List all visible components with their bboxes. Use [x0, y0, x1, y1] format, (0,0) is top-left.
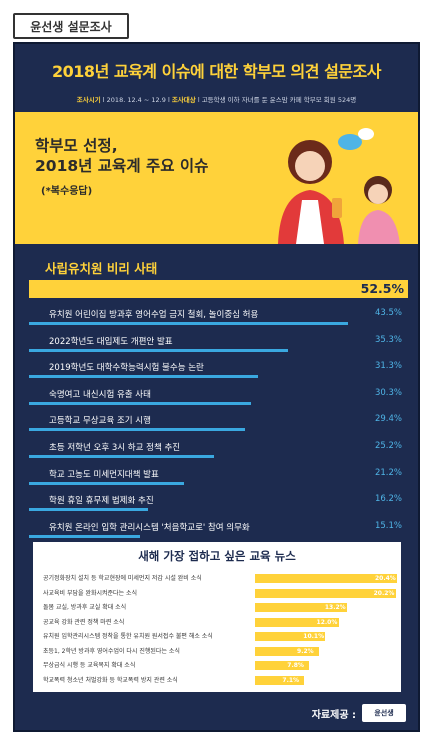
bar	[29, 401, 252, 405]
yoonsun-logo: 윤선생	[362, 704, 406, 722]
hero-title: 학부모 선정, 2018년 교육계 주요 이슈	[35, 136, 208, 176]
list-item: 2019학년도 대학수학능력시험 불수능 논란 31.3%	[29, 357, 408, 387]
category-label: 초등 저학년 오후 3시 하교 정책 추진	[49, 443, 181, 453]
page-title: 2018년 교육계 이슈에 대한 학부모 의견 설문조사	[52, 62, 381, 81]
bar	[29, 375, 259, 379]
category-label: 공기정화장치 설치 등 학교현장에 미세먼지 저감 시설 완비 소식	[43, 575, 202, 582]
hero-subtitle: (*복수응답)	[41, 186, 93, 197]
data-label: 16.2%	[374, 494, 402, 505]
data-label: 13.2%	[324, 604, 346, 611]
data-label: 35.3%	[374, 334, 402, 345]
category-label: 유치원 입학관리시스템 정착을 통한 유치원 원서접수 불편 해소 소식	[43, 633, 213, 640]
data-label: 30.3%	[374, 387, 402, 398]
data-label: 12.0%	[316, 618, 338, 626]
survey-tag: 윤선생 설문조사	[13, 13, 129, 39]
bar	[29, 455, 214, 458]
bar	[255, 661, 310, 670]
data-label: 10.1%	[303, 633, 325, 640]
target-label: 조사대상	[171, 96, 196, 104]
list-item: 유치원 어린이집 방과후 영어수업 금지 철회, 놀이중심 허용 43.5%	[29, 304, 408, 334]
list-item: 무상급식 시행 등 교육복지 확대 소식 7.8%	[33, 659, 401, 672]
data-label: 21.2%	[374, 467, 402, 478]
list-item: 사교육비 부담을 완화시켜준다는 소식 20.2%	[33, 587, 401, 600]
bar	[255, 646, 320, 656]
category-label: 공교육 강화 관련 정책 마련 소식	[43, 618, 125, 626]
period-value: 2018. 12.4 ~ 12.9	[106, 96, 166, 104]
bar	[29, 280, 408, 298]
hero-title-line2: 2018년 교육계 주요 이슈	[35, 157, 209, 175]
data-label: 7.1%	[282, 676, 300, 684]
list-item: 학교폭력 청소년 처벌강화 등 학교폭력 방지 관련 소식 7.1%	[33, 674, 401, 687]
bar	[29, 508, 148, 512]
list-item: 공교육 강화 관련 정책 마련 소식 12.0%	[33, 616, 401, 629]
category-label: 학교폭력 청소년 처벌강화 등 학교폭력 방지 관련 소식	[43, 676, 178, 684]
list-item: 돌봄 교실, 방과후 교실 확대 소식 13.2%	[33, 601, 401, 614]
top-issue: 사립유치원 비리 사태 52.5%	[29, 258, 408, 298]
infographic-panel: 2018년 교육계 이슈에 대한 학부모 의견 설문조사 조사시기 l 2018…	[13, 42, 420, 732]
data-label: 9.2%	[297, 647, 314, 655]
source-label: 자료제공 :	[311, 709, 356, 721]
list-item: 학교 고농도 미세먼지대책 발표 21.2%	[29, 464, 408, 494]
logo-text: 윤선생	[374, 709, 394, 717]
data-label: 20.2%	[373, 589, 395, 597]
bar	[29, 348, 288, 352]
bar	[29, 322, 348, 325]
category-label: 무상급식 시행 등 교육복지 확대 소식	[43, 662, 136, 669]
hero-title-line1: 학부모 선정,	[35, 137, 118, 155]
mother-child-illustration	[278, 128, 400, 244]
bar	[255, 617, 339, 627]
data-label: 52.5%	[360, 281, 404, 296]
bar	[29, 428, 245, 432]
footer: 자료제공 : 윤선생	[312, 704, 406, 722]
bar	[255, 588, 396, 598]
data-label: 25.2%	[374, 441, 402, 451]
category-label: 초등1, 2학년 방과후 영어수업이 다시 진행된다는 소식	[43, 647, 180, 655]
list-item: 고등학교 무상교육 조기 시행 29.4%	[29, 410, 408, 440]
category-label: 학교 고농도 미세먼지대책 발표	[49, 469, 159, 480]
data-label: 31.3%	[374, 361, 402, 372]
data-label: 15.1%	[374, 520, 402, 531]
bar	[29, 481, 185, 485]
bar	[255, 675, 305, 685]
category-label: 숙명여고 내신시험 유출 사태	[49, 389, 151, 400]
data-label: 29.4%	[374, 414, 402, 425]
bar	[255, 574, 397, 583]
target-value: 고등학생 이하 자녀를 둔 윤스맘 카페 학부모 회원 524명	[201, 96, 357, 104]
list-item: 유치원 입학관리시스템 정착을 통한 유치원 원서접수 불편 해소 소식 10.1…	[33, 630, 401, 643]
list-item: 초등 저학년 오후 3시 하교 정책 추진 25.2%	[29, 437, 408, 467]
list-item: 학원 휴일 휴무제 법제화 추진 16.2%	[29, 490, 408, 520]
bar	[255, 632, 326, 641]
list-item: 숙명여고 내신시험 유출 사태 30.3%	[29, 384, 408, 414]
news-title: 새해 가장 접하고 싶은 교육 뉴스	[138, 549, 296, 563]
list-item: 초등1, 2학년 방과후 영어수업이 다시 진행된다는 소식 9.2%	[33, 645, 401, 658]
category-label: 2019학년도 대학수학능력시험 불수능 논란	[49, 363, 204, 374]
hero-banner: 학부모 선정, 2018년 교육계 주요 이슈 (*복수응답)	[15, 112, 418, 244]
bar	[29, 534, 140, 538]
category-label: 유치원 어린이집 방과후 영어수업 금지 철회, 놀이중심 허용	[49, 310, 259, 320]
category-label: 유치원 온라인 입학 관리시스템 '처음학교로' 참여 의무화	[49, 522, 250, 533]
data-label: 20.4%	[375, 575, 396, 582]
list-item: 유치원 온라인 입학 관리시스템 '처음학교로' 참여 의무화 15.1%	[29, 517, 408, 547]
news-section: 새해 가장 접하고 싶은 교육 뉴스 공기정화장치 설치 등 학교현장에 미세먼…	[33, 542, 401, 692]
survey-meta: 조사시기 l 2018. 12.4 ~ 12.9 l 조사대상 l 고등학생 이…	[76, 96, 357, 104]
list-item: 공기정화장치 설치 등 학교현장에 미세먼지 저감 시설 완비 소식 20.4%	[33, 572, 401, 585]
category-label: 사교육비 부담을 완화시켜준다는 소식	[43, 589, 138, 597]
period-label: 조사시기	[76, 96, 101, 104]
category-label: 고등학교 무상교육 조기 시행	[49, 416, 151, 427]
bar	[255, 603, 347, 612]
top-issue-label: 사립유치원 비리 사태	[45, 261, 158, 276]
category-label: 학원 휴일 휴무제 법제화 추진	[49, 496, 154, 507]
category-label: 2022학년도 대입제도 개편안 발표	[49, 336, 173, 347]
data-label: 43.5%	[374, 308, 402, 318]
data-label: 7.8%	[287, 662, 304, 669]
list-item: 2022학년도 대입제도 개편안 발표 35.3%	[29, 331, 408, 361]
category-label: 돌봄 교실, 방과후 교실 확대 소식	[43, 604, 127, 611]
